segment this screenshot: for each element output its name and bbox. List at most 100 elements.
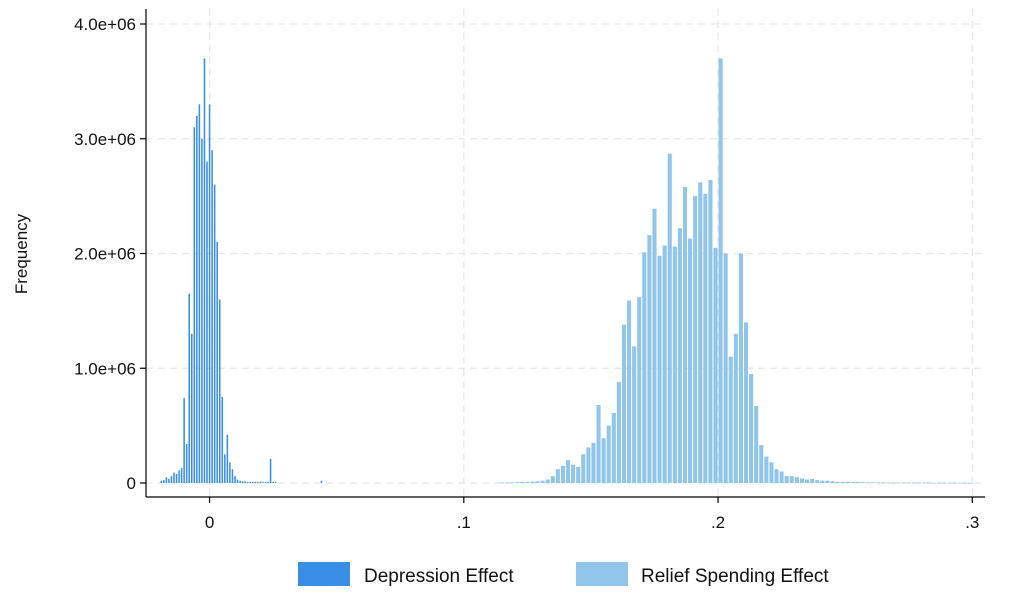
bar [789, 476, 794, 483]
bar [555, 469, 560, 483]
bar [804, 479, 810, 483]
bar [921, 482, 927, 484]
bar [246, 481, 249, 483]
bar [206, 161, 208, 483]
bar [932, 482, 937, 484]
bar [236, 479, 239, 483]
y-tick-label: 2.0e+06 [74, 245, 136, 264]
bar [193, 127, 196, 484]
bar [713, 247, 718, 483]
bar [677, 228, 682, 483]
y-tick-label: 0 [127, 474, 136, 493]
bar [749, 373, 754, 483]
bar [876, 482, 881, 484]
bar [525, 481, 530, 483]
bar [911, 482, 916, 484]
bar [241, 481, 244, 483]
bar [606, 425, 611, 483]
bar [244, 481, 246, 483]
bar [830, 481, 835, 483]
bar [267, 481, 269, 483]
bar [784, 476, 789, 483]
bar [815, 480, 820, 483]
bar [891, 482, 896, 484]
x-tick-label: .2 [711, 513, 725, 532]
legend-label-relief-spending-effect: Relief Spending Effect [641, 566, 829, 587]
bar [576, 466, 581, 483]
bar [886, 482, 891, 484]
bar [234, 476, 236, 483]
bar [667, 153, 672, 484]
bar [825, 480, 830, 483]
bar [794, 477, 799, 483]
bar [779, 471, 784, 483]
bar [499, 482, 504, 484]
bar [208, 104, 211, 483]
bar [175, 473, 178, 483]
bar [320, 480, 323, 483]
bar [723, 253, 728, 483]
bar [738, 253, 743, 483]
bar [637, 297, 642, 483]
y-axis-label: Frequency [12, 213, 31, 294]
bar [769, 462, 774, 483]
y-tick-label: 1.0e+06 [74, 359, 136, 378]
bar [718, 58, 723, 484]
bar [274, 481, 277, 483]
bar [269, 458, 272, 483]
bar [196, 115, 198, 484]
bar [937, 482, 942, 484]
bar [728, 356, 733, 483]
bar [231, 469, 234, 483]
bar [647, 235, 652, 483]
bar [183, 398, 185, 483]
bar [759, 445, 764, 483]
bar [586, 447, 591, 483]
bar [952, 482, 957, 484]
bar [754, 406, 759, 483]
bar [259, 481, 262, 483]
bar [262, 481, 264, 483]
bar [545, 479, 550, 483]
bar [621, 324, 627, 483]
y-tick-label: 3.0e+06 [74, 130, 136, 149]
bar [799, 478, 804, 483]
bar [160, 480, 163, 483]
bar [213, 184, 216, 483]
bar [642, 252, 647, 483]
bar [550, 476, 555, 483]
bar [224, 454, 226, 483]
bar [835, 481, 840, 483]
x-tick-label: .3 [965, 513, 979, 532]
bar [530, 481, 535, 483]
bar [906, 482, 911, 484]
bar [855, 482, 860, 483]
bar [591, 442, 596, 483]
bar [733, 333, 738, 483]
bar [163, 480, 165, 483]
bar [916, 482, 921, 484]
bar [203, 58, 206, 484]
bar [540, 480, 545, 483]
bar [896, 482, 901, 484]
bar [515, 482, 520, 483]
bar [571, 464, 576, 483]
bar [239, 480, 241, 483]
bar [272, 481, 274, 483]
bar [957, 482, 962, 484]
bar [180, 468, 183, 483]
tick-labels: 0 1.0e+06 2.0e+06 3.0e+06 4.0e+06 0 .1 .2 .3 [74, 15, 979, 532]
bar [845, 481, 850, 483]
bar [866, 482, 871, 484]
bar [764, 456, 769, 483]
bar [840, 481, 845, 483]
bar [962, 482, 967, 484]
bar [703, 193, 708, 483]
bar [221, 396, 224, 483]
bar [662, 245, 667, 483]
bar [810, 478, 815, 483]
x-tick-label: .1 [457, 513, 471, 532]
bar [901, 482, 906, 484]
bar [173, 472, 175, 483]
